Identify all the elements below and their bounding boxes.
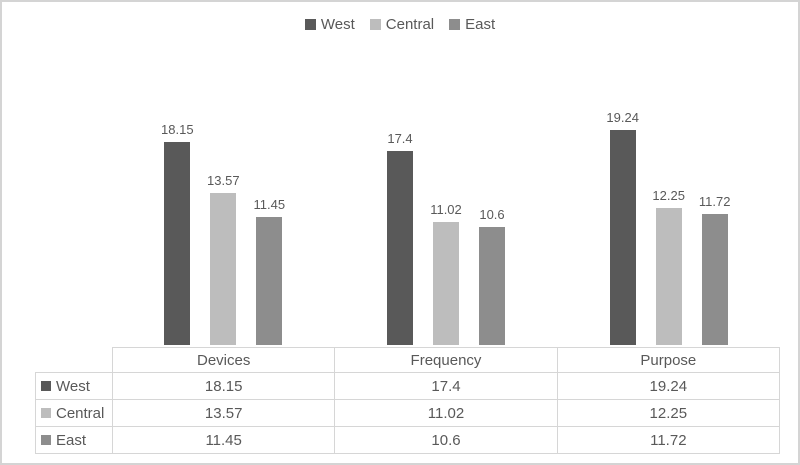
bar-wrap-west-purpose: 19.24 [600, 90, 646, 345]
row-label-text: East [56, 431, 87, 449]
legend-item-west[interactable]: West [304, 16, 355, 33]
bar-wrap-west-frequency: 17.4 [377, 90, 423, 345]
row-label-cell-central: Central [35, 399, 113, 427]
row-label-central: Central [36, 405, 112, 422]
table-header-row: Devices Frequency Purpose [36, 347, 781, 373]
cell-central-purpose: 12.25 [556, 399, 781, 427]
table-row-east: East 11.45 10.6 11.72 [35, 426, 781, 454]
bar-central-frequency[interactable] [433, 222, 459, 345]
data-label-west-purpose: 19.24 [606, 110, 639, 125]
table-header-devices: Devices [111, 347, 336, 373]
row-swatch-west-icon [41, 381, 51, 391]
cell-central-frequency: 11.02 [334, 399, 558, 427]
bar-west-frequency[interactable] [387, 151, 413, 345]
legend-label: Central [385, 16, 435, 33]
bar-wrap-central-frequency: 11.02 [423, 90, 469, 345]
row-swatch-central-icon [41, 408, 51, 418]
row-label-text: Central [56, 404, 105, 422]
legend-item-east[interactable]: East [449, 16, 495, 33]
row-label-cell-west: West [35, 372, 113, 400]
data-label-central-purpose: 12.25 [652, 188, 685, 203]
cell-west-purpose: 19.24 [556, 372, 781, 400]
cell-central-devices: 13.57 [111, 399, 336, 427]
cell-east-purpose: 11.72 [556, 426, 781, 454]
legend-swatch-east-icon [449, 19, 461, 30]
data-table: Devices Frequency Purpose West 18.15 17.4 19.2… [35, 347, 781, 454]
bar-wrap-central-purpose: 12.25 [646, 90, 692, 345]
bar-group-frequency: 17.4 11.02 10.6 [335, 90, 558, 345]
cell-west-frequency: 17.4 [334, 372, 558, 400]
cell-west-devices: 18.15 [111, 372, 336, 400]
data-label-west-devices: 18.15 [161, 122, 194, 137]
row-label-east: East [36, 432, 112, 449]
cell-east-frequency: 10.6 [334, 426, 558, 454]
bar-group-devices: 18.15 13.57 11.45 [112, 90, 335, 345]
bar-west-purpose[interactable] [609, 130, 636, 345]
bar-wrap-west-devices: 18.15 [154, 90, 200, 345]
plot-area: 18.15 13.57 11.45 17.4 11.02 10.6 19.24 12.25 11… [112, 90, 780, 345]
data-label-central-frequency: 11.02 [430, 202, 462, 217]
legend-swatch-central-icon [369, 19, 381, 30]
bar-west-devices[interactable] [164, 142, 191, 345]
row-swatch-east-icon [41, 435, 51, 445]
data-label-west-frequency: 17.4 [387, 131, 413, 146]
table-corner-spacer [36, 348, 113, 373]
data-label-east-purpose: 11.72 [698, 194, 731, 209]
bar-wrap-east-frequency: 10.6 [469, 90, 515, 345]
bar-group-purpose: 19.24 12.25 11.72 [557, 90, 780, 345]
bar-wrap-east-purpose: 11.72 [692, 90, 738, 345]
row-label-cell-east: East [35, 426, 113, 454]
bar-east-purpose[interactable] [701, 214, 728, 345]
legend-swatch-west-icon [304, 19, 316, 30]
table-row-west: West 18.15 17.4 19.24 [35, 372, 781, 400]
row-label-text: West [56, 377, 90, 395]
table-header-purpose: Purpose [556, 347, 781, 373]
bar-central-purpose[interactable] [655, 208, 682, 345]
chart-legend: West Central East [2, 16, 798, 33]
legend-label: West [320, 16, 355, 33]
bar-wrap-east-devices: 11.45 [246, 90, 292, 345]
data-label-central-devices: 13.57 [207, 173, 240, 188]
data-table-body: Devices Frequency Purpose West 18.15 17.4 19.2… [35, 347, 781, 454]
bar-east-devices[interactable] [256, 217, 283, 345]
data-label-east-devices: 11.45 [253, 197, 286, 212]
bar-east-frequency[interactable] [479, 227, 505, 345]
legend-label: East [465, 16, 496, 33]
table-row-central: Central 13.57 11.02 12.25 [35, 399, 781, 427]
table-header-frequency: Frequency [334, 347, 558, 373]
bar-wrap-central-devices: 13.57 [200, 90, 246, 345]
cell-east-devices: 11.45 [111, 426, 336, 454]
legend-item-central[interactable]: Central [369, 16, 435, 33]
bar-central-devices[interactable] [210, 193, 237, 345]
row-label-west: West [36, 378, 112, 395]
data-label-east-frequency: 10.6 [479, 207, 505, 222]
